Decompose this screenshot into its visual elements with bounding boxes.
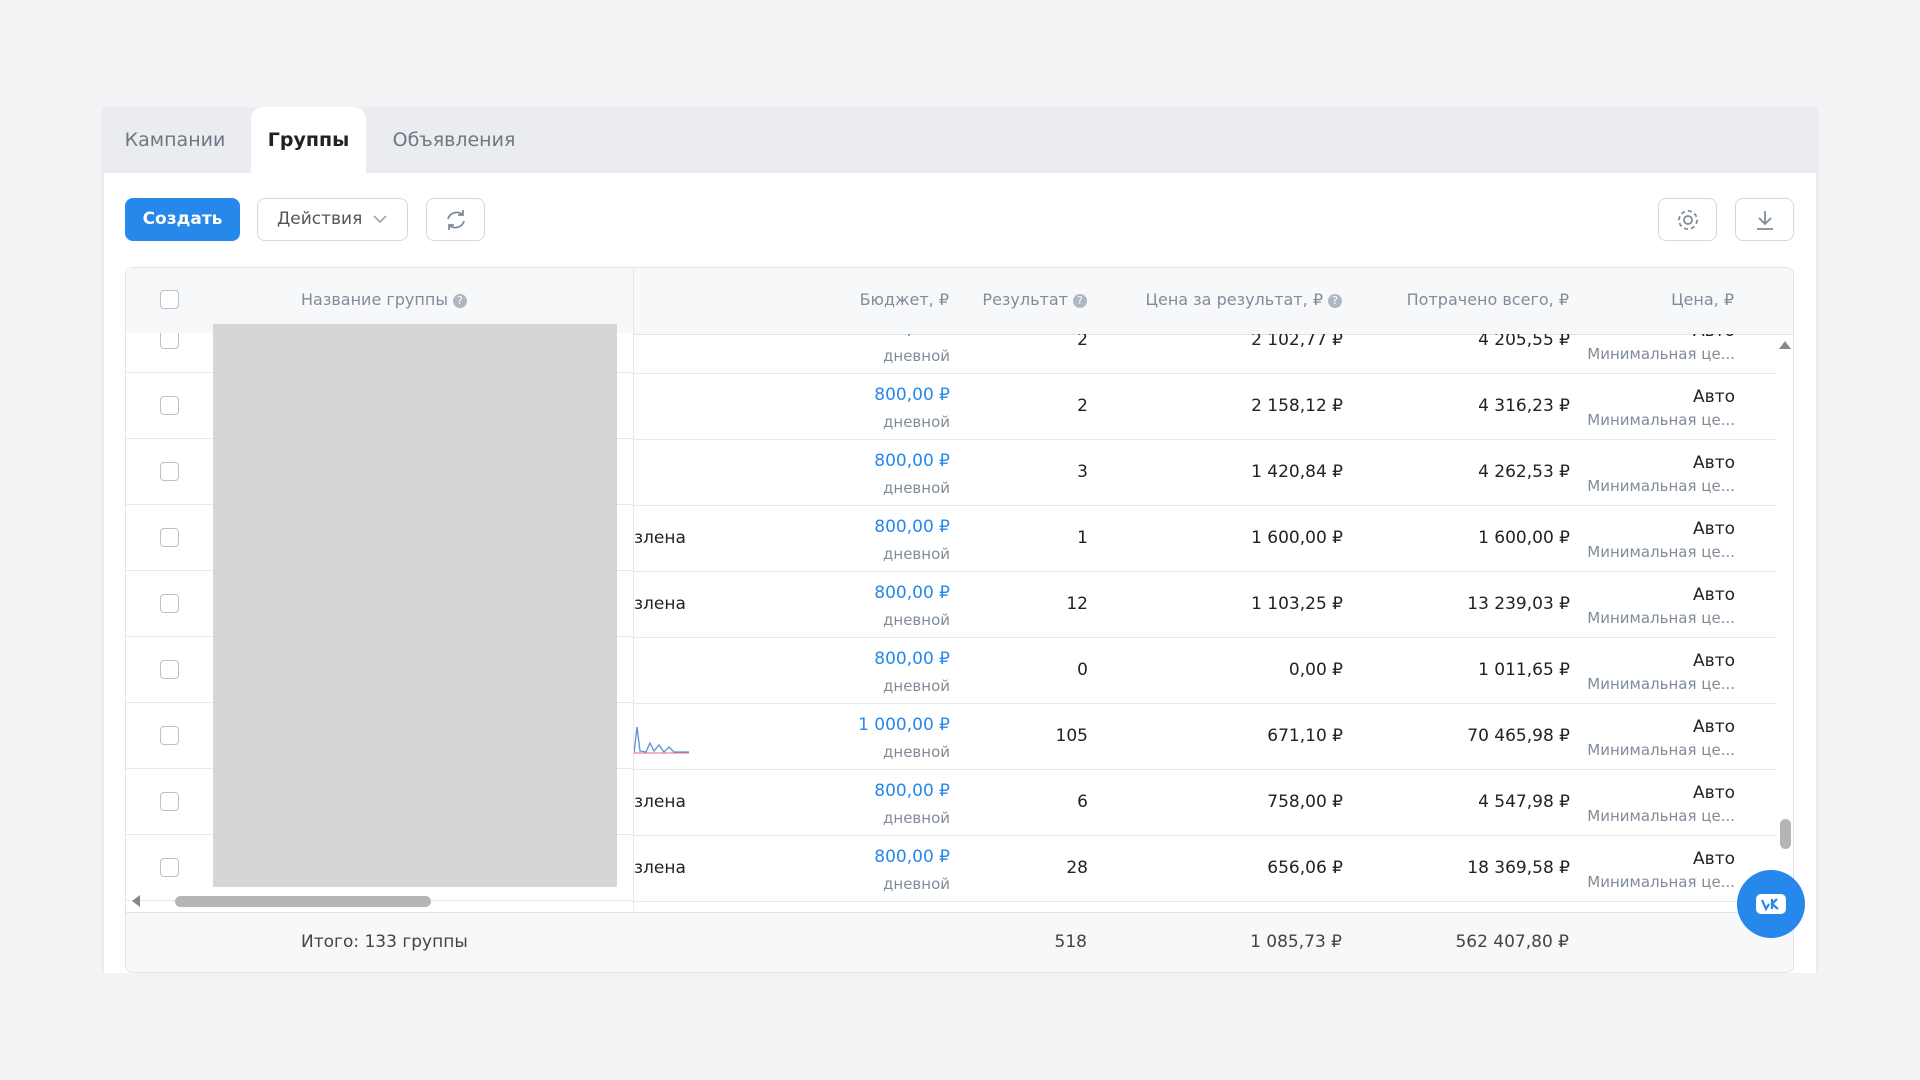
table-footer: [126, 912, 1793, 972]
budget-type: дневной: [883, 413, 950, 431]
download-button[interactable]: [1735, 198, 1794, 241]
spent: 4 205,55 ₽: [1478, 334, 1570, 350]
budget: 800,00 ₽: [874, 517, 950, 537]
download-icon: [1756, 211, 1773, 230]
budget: 1 000,00 ₽: [858, 715, 950, 735]
budget-type: дневной: [883, 743, 950, 761]
spent: 4 547,98 ₽: [1478, 792, 1570, 812]
budget: 800,00 ₽: [874, 583, 950, 603]
settings-button[interactable]: [1658, 198, 1717, 241]
price-per-result: 1 600,00 ₽: [1251, 528, 1343, 548]
row: [126, 440, 1777, 506]
spent: 18 369,58 ₽: [1467, 858, 1570, 878]
bid-strategy: Минимальная це...: [1587, 873, 1735, 891]
bid-strategy: Минимальная це...: [1587, 741, 1735, 759]
budget-type: дневной: [883, 347, 950, 365]
actions-label: Действия: [277, 209, 363, 229]
spent: 4 262,53 ₽: [1478, 462, 1570, 482]
budget-type: дневной: [883, 545, 950, 563]
row: [126, 836, 1777, 902]
row: [126, 572, 1777, 638]
result: 1: [1077, 528, 1088, 548]
status-fragment: злена: [634, 792, 686, 812]
tab[interactable]: Объявления: [373, 107, 535, 173]
price-per-result: 758,00 ₽: [1267, 792, 1343, 812]
sparkline: [634, 726, 689, 754]
result: 2: [1077, 334, 1088, 350]
vk-button[interactable]: [1737, 870, 1805, 938]
tab[interactable]: Кампании: [105, 107, 245, 173]
create-button[interactable]: Создать: [125, 198, 240, 241]
result: 105: [1055, 726, 1088, 746]
row: [126, 334, 1777, 374]
budget: 800,00 ₽: [874, 451, 950, 471]
status-fragment: злена: [634, 528, 686, 548]
price-per-result: 671,10 ₽: [1267, 726, 1343, 746]
result: 6: [1077, 792, 1088, 812]
bid-strategy: Минимальная це...: [1587, 609, 1735, 627]
price-per-result: 1 420,84 ₽: [1251, 462, 1343, 482]
price-per-result: 656,06 ₽: [1267, 858, 1343, 878]
row: [126, 638, 1777, 704]
budget: 800,00 ₽: [874, 385, 950, 405]
actions-dropdown[interactable]: Действия: [257, 198, 408, 241]
spent: 13 239,03 ₽: [1467, 594, 1570, 614]
row: [126, 374, 1777, 440]
table: 800,00 ₽ дневной 2 2 102,77 ₽ 4 205,55 ₽ Авто…: [125, 267, 1794, 973]
bid: Авто: [1693, 519, 1735, 539]
chevron: [373, 215, 387, 224]
bid: Авто: [1693, 334, 1735, 341]
row: [126, 704, 1777, 770]
vk-logo: [1756, 894, 1786, 914]
row: [126, 770, 1777, 836]
bid-strategy: Минимальная це...: [1587, 675, 1735, 693]
result: 3: [1077, 462, 1088, 482]
table-header: [126, 268, 1793, 335]
status-fragment: злена: [634, 858, 686, 878]
budget-type: дневной: [883, 677, 950, 695]
refresh-button[interactable]: [426, 198, 485, 241]
table-body: 800,00 ₽ дневной 2 2 102,77 ₽ 4 205,55 ₽ Авто…: [126, 334, 1793, 912]
result: 12: [1066, 594, 1088, 614]
result: 28: [1066, 858, 1088, 878]
bid: Авто: [1693, 387, 1735, 407]
price-per-result: 2 102,77 ₽: [1251, 334, 1343, 350]
price-per-result: 1 103,25 ₽: [1251, 594, 1343, 614]
budget-type: дневной: [883, 875, 950, 893]
bid: Авто: [1693, 651, 1735, 671]
bid-strategy: Минимальная це...: [1587, 807, 1735, 825]
tab-active[interactable]: Группы: [251, 107, 366, 173]
status-fragment: злена: [634, 594, 686, 614]
bid: Авто: [1693, 783, 1735, 803]
result: 2: [1077, 396, 1088, 416]
bid: Авто: [1693, 717, 1735, 737]
budget-type: дневной: [883, 809, 950, 827]
bid: Авто: [1693, 453, 1735, 473]
gear-icon: [1677, 210, 1698, 230]
budget: 800,00 ₽: [874, 847, 950, 867]
spent: 1 011,65 ₽: [1478, 660, 1570, 680]
budget: 800,00 ₽: [874, 649, 950, 669]
budget-type: дневной: [883, 611, 950, 629]
bid-strategy: Минимальная це...: [1587, 345, 1735, 363]
bid: Авто: [1693, 585, 1735, 605]
price-per-result: 2 158,12 ₽: [1251, 396, 1343, 416]
refresh-icon: [446, 210, 465, 230]
result: 0: [1077, 660, 1088, 680]
spent: 1 600,00 ₽: [1478, 528, 1570, 548]
budget: 800,00 ₽: [874, 781, 950, 801]
bid: Авто: [1693, 849, 1735, 869]
price-per-result: 0,00 ₽: [1288, 660, 1343, 680]
row: [126, 506, 1777, 572]
bid-strategy: Минимальная це...: [1587, 411, 1735, 429]
budget-type: дневной: [883, 479, 950, 497]
bid-strategy: Минимальная це...: [1587, 543, 1735, 561]
spent: 70 465,98 ₽: [1467, 726, 1570, 746]
spent: 4 316,23 ₽: [1478, 396, 1570, 416]
bid-strategy: Минимальная це...: [1587, 477, 1735, 495]
budget: 800,00 ₽: [874, 334, 950, 339]
